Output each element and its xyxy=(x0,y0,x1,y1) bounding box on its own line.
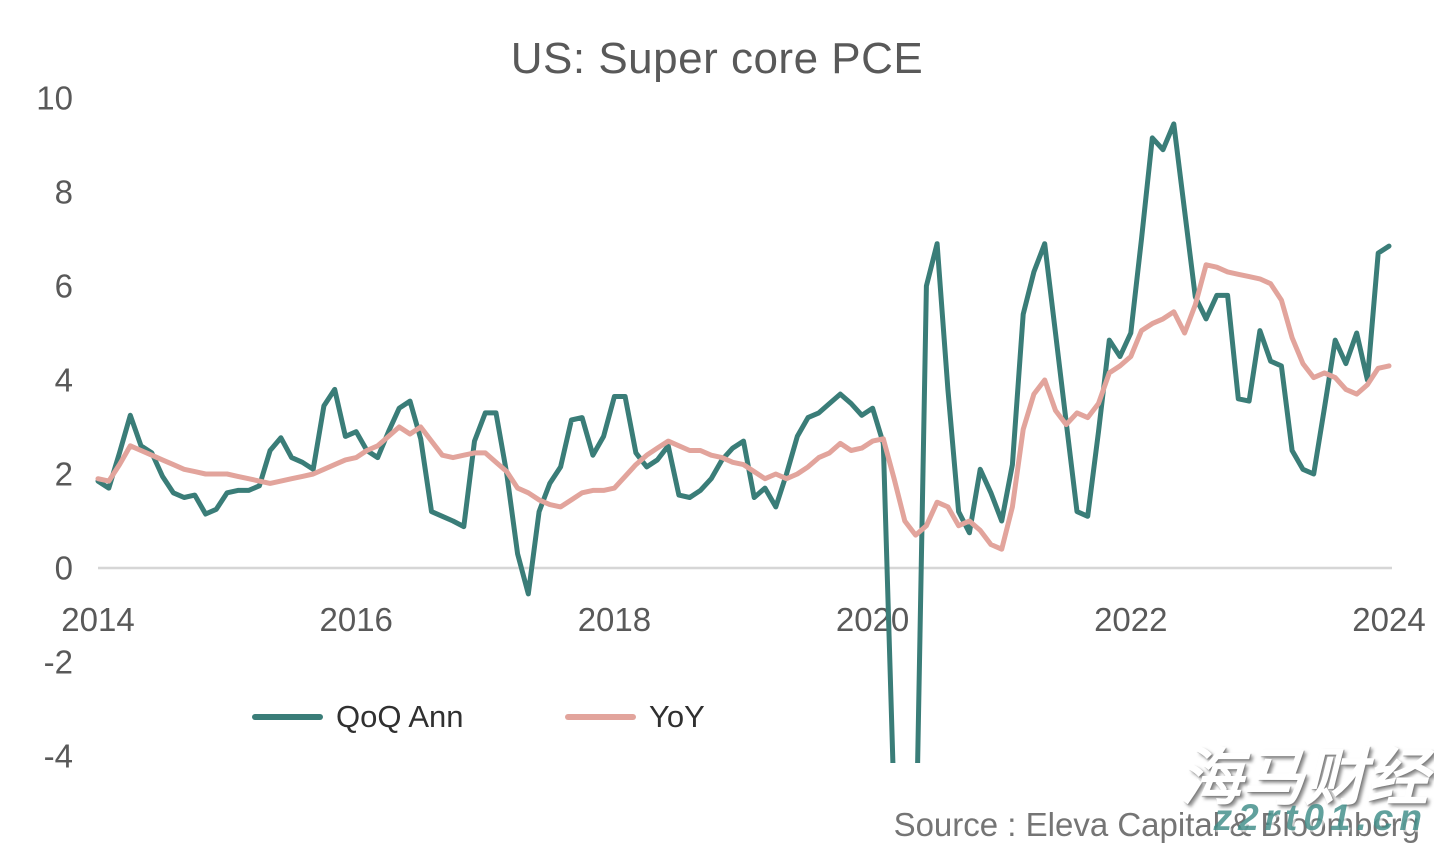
source-text: Source : Eleva Capital & Bloomberg xyxy=(893,806,1420,843)
legend-label-yoy: YoY xyxy=(649,699,705,734)
x-tick-label: 2022 xyxy=(1094,601,1167,638)
legend-swatch-qoq-ann xyxy=(252,714,323,720)
x-axis-labels: 2014 2016 2018 2020 2022 2024 xyxy=(61,601,1425,638)
y-tick-label: 2 xyxy=(55,456,73,493)
y-tick-label: 4 xyxy=(55,362,73,399)
series-line-yoy xyxy=(95,262,1392,552)
series-lines xyxy=(95,121,1392,763)
series-line-qoq-ann xyxy=(95,121,1392,763)
y-tick-label: 10 xyxy=(36,80,73,117)
legend-item-yoy: YoY xyxy=(565,698,705,736)
y-tick-label: 0 xyxy=(55,550,73,587)
y-tick-label: -2 xyxy=(44,644,73,681)
chart-title: US: Super core PCE xyxy=(510,34,924,83)
chart-legend: QoQ Ann YoY xyxy=(0,698,1434,736)
y-tick-label: 8 xyxy=(55,174,73,211)
y-axis-labels: 10 8 6 4 2 0 -2 -4 xyxy=(36,80,73,775)
x-tick-label: 2018 xyxy=(578,601,651,638)
legend-swatch-yoy xyxy=(565,714,636,720)
legend-label-qoq-ann: QoQ Ann xyxy=(336,699,464,734)
x-tick-label: 2024 xyxy=(1352,601,1425,638)
y-tick-label: -4 xyxy=(44,738,73,775)
x-tick-label: 2016 xyxy=(319,601,392,638)
x-tick-label: 2020 xyxy=(836,601,909,638)
legend-item-qoq-ann: QoQ Ann xyxy=(252,698,464,736)
y-tick-label: 6 xyxy=(55,268,73,305)
x-tick-label: 2014 xyxy=(61,601,134,638)
